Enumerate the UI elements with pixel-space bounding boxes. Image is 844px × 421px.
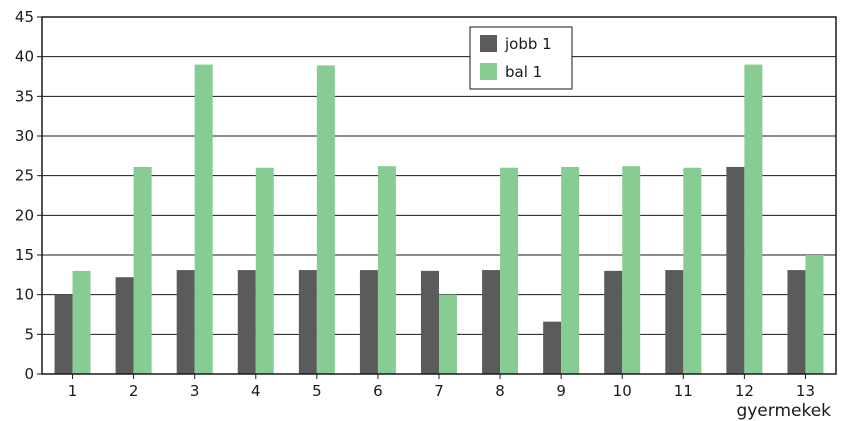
x-tick-label: 9 bbox=[556, 382, 566, 400]
bar-jobb-1-3 bbox=[176, 270, 195, 374]
y-tick-label: 15 bbox=[15, 246, 34, 264]
y-tick-label: 35 bbox=[15, 87, 34, 105]
bar-jobb-1-8 bbox=[482, 270, 501, 374]
bar-bal-1-9 bbox=[561, 166, 580, 374]
bar-jobb-1-5 bbox=[298, 270, 317, 374]
legend-label-jobb-1: jobb 1 bbox=[504, 35, 552, 53]
bar-jobb-1-12 bbox=[726, 166, 745, 374]
y-tick-label: 40 bbox=[15, 48, 34, 66]
x-tick-label: 7 bbox=[434, 382, 444, 400]
bar-bal-1-1 bbox=[72, 270, 91, 374]
bar-bal-1-12 bbox=[744, 64, 763, 374]
bar-jobb-1-1 bbox=[54, 294, 73, 374]
x-tick-label: 1 bbox=[68, 382, 78, 400]
bar-bal-1-10 bbox=[622, 166, 641, 374]
y-tick-label: 30 bbox=[15, 127, 34, 145]
bar-jobb-1-4 bbox=[237, 270, 256, 374]
bar-jobb-1-11 bbox=[665, 270, 684, 374]
x-tick-label: 6 bbox=[373, 382, 383, 400]
x-tick-label: 4 bbox=[251, 382, 261, 400]
x-tick-label: 3 bbox=[190, 382, 200, 400]
bar-jobb-1-10 bbox=[604, 270, 623, 374]
bar-bal-1-5 bbox=[316, 65, 335, 374]
y-tick-label: 20 bbox=[15, 206, 34, 224]
plot-frame bbox=[41, 16, 837, 375]
bars bbox=[54, 64, 824, 374]
bar-jobb-1-2 bbox=[115, 277, 134, 374]
bar-bal-1-11 bbox=[683, 167, 702, 374]
x-axis-title: gyermekek bbox=[736, 401, 831, 421]
x-tick-label: 13 bbox=[796, 382, 815, 400]
bar-bal-1-3 bbox=[194, 64, 213, 374]
legend-label-bal-1: bal 1 bbox=[505, 63, 542, 81]
x-tick-label: 10 bbox=[613, 382, 632, 400]
bar-bal-1-2 bbox=[133, 166, 152, 374]
bar-bal-1-4 bbox=[255, 167, 274, 374]
bar-jobb-1-9 bbox=[543, 321, 562, 374]
x-tick-label: 8 bbox=[495, 382, 505, 400]
x-tick-label: 12 bbox=[735, 382, 754, 400]
y-tick-label: 25 bbox=[15, 167, 34, 185]
bar-jobb-1-7 bbox=[421, 270, 439, 374]
y-tick-label: 0 bbox=[24, 365, 34, 383]
legend-swatch-bal-1 bbox=[480, 63, 497, 80]
y-tick-label: 10 bbox=[15, 286, 34, 304]
y-tick-label: 5 bbox=[24, 325, 34, 343]
legend: jobb 1 bal 1 bbox=[469, 26, 573, 90]
bar-bal-1-7 bbox=[439, 294, 457, 374]
x-tick-label: 5 bbox=[312, 382, 322, 400]
y-tick-label: 45 bbox=[15, 8, 34, 26]
bar-jobb-1-13 bbox=[787, 270, 806, 374]
bar-bal-1-8 bbox=[500, 167, 519, 374]
bar-bal-1-6 bbox=[377, 166, 396, 374]
bar-bal-1-13 bbox=[805, 255, 824, 374]
bar-jobb-1-6 bbox=[359, 270, 378, 374]
x-tick-label: 2 bbox=[129, 382, 139, 400]
legend-swatch-jobb-1 bbox=[480, 35, 497, 52]
x-tick-label: 11 bbox=[674, 382, 693, 400]
